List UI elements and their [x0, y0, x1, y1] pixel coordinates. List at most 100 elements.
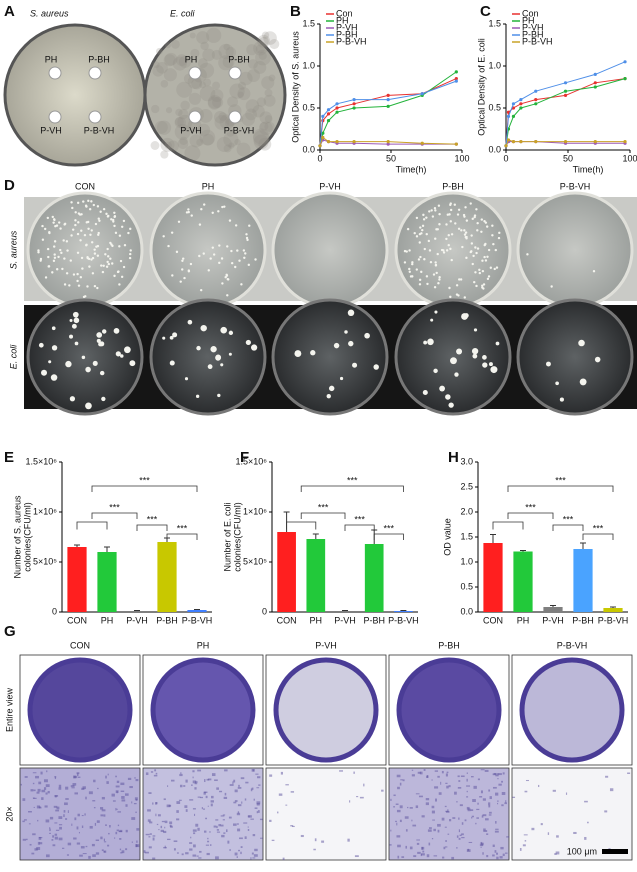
- speck: [39, 807, 42, 809]
- speck: [192, 854, 197, 857]
- speck: [34, 848, 38, 851]
- speck: [353, 771, 355, 774]
- x-tick-label: 100: [454, 153, 469, 163]
- well-label: P-BH: [228, 54, 250, 64]
- speck: [164, 826, 166, 829]
- texture: [239, 71, 253, 86]
- colony: [85, 402, 92, 410]
- colony: [175, 250, 179, 254]
- speck: [71, 823, 73, 826]
- series-line: [505, 78, 626, 146]
- significance-label: ***: [563, 514, 574, 524]
- speck: [467, 848, 470, 851]
- colony: [498, 231, 501, 235]
- speck: [26, 838, 28, 841]
- colony: [559, 397, 564, 402]
- speck: [47, 790, 50, 794]
- texture: [179, 136, 188, 146]
- speck: [442, 856, 445, 859]
- colony: [480, 230, 483, 234]
- speck: [314, 838, 317, 842]
- colony: [185, 211, 189, 214]
- speck: [65, 786, 69, 790]
- speck: [454, 791, 457, 795]
- significance-label: ***: [318, 502, 329, 512]
- colony: [65, 272, 69, 275]
- speck: [524, 790, 528, 793]
- colony: [80, 213, 83, 216]
- speck: [160, 829, 164, 833]
- plate: [394, 191, 512, 309]
- colony: [202, 252, 205, 255]
- speck: [189, 799, 194, 801]
- colony: [457, 227, 461, 231]
- colony: [465, 235, 468, 239]
- speck: [238, 784, 240, 787]
- speck: [416, 842, 420, 845]
- colony: [449, 208, 453, 212]
- speck: [33, 806, 35, 808]
- speck: [218, 824, 222, 827]
- colony: [76, 272, 79, 276]
- speck: [256, 811, 258, 814]
- speck: [197, 796, 201, 798]
- micrograph: [265, 767, 387, 861]
- colony: [207, 364, 213, 370]
- x-tick-label: P-B-VH: [598, 615, 629, 625]
- significance-label: ***: [354, 514, 365, 524]
- speck: [32, 833, 36, 836]
- point: [386, 93, 390, 97]
- speck: [179, 784, 183, 788]
- speck: [397, 844, 401, 848]
- speck: [155, 813, 157, 817]
- speck: [443, 846, 446, 850]
- speck: [65, 818, 68, 820]
- point: [563, 81, 568, 85]
- colony: [169, 335, 174, 340]
- colony: [74, 219, 77, 222]
- colony: [215, 355, 221, 361]
- colony: [117, 270, 120, 273]
- significance-bracket: [507, 512, 554, 519]
- y-tick-label: 1.5×10⁶: [26, 456, 58, 466]
- speck: [417, 851, 421, 854]
- speck: [347, 838, 350, 842]
- speck: [255, 773, 259, 775]
- plate: [394, 298, 512, 416]
- colony: [72, 273, 76, 276]
- colony: [429, 260, 433, 264]
- point: [563, 140, 568, 144]
- colony: [52, 218, 56, 221]
- colony: [63, 257, 66, 260]
- speck: [446, 771, 449, 774]
- speck: [77, 813, 80, 817]
- speck: [221, 834, 225, 838]
- colony: [437, 282, 440, 285]
- colony: [118, 283, 121, 286]
- texture: [259, 121, 269, 131]
- colony: [418, 278, 422, 282]
- x-tick-label: 50: [386, 153, 396, 163]
- speck: [363, 783, 365, 787]
- speck: [85, 796, 87, 800]
- texture: [268, 74, 276, 82]
- speck: [36, 791, 40, 794]
- speck: [396, 774, 401, 778]
- y-tick-label: 1×10⁶: [243, 506, 267, 516]
- speck: [70, 785, 75, 788]
- colony: [101, 270, 105, 274]
- speck: [438, 792, 442, 795]
- colony: [183, 276, 186, 280]
- legend-label: PH: [336, 15, 349, 25]
- significance-label: ***: [177, 523, 188, 533]
- speck: [456, 847, 458, 849]
- speck: [461, 836, 465, 839]
- y-axis-label: OD value: [442, 518, 452, 556]
- colony: [47, 265, 51, 268]
- speck: [482, 798, 486, 801]
- micrograph: [388, 767, 510, 861]
- speck: [93, 779, 96, 783]
- colony: [187, 270, 191, 273]
- colony: [546, 361, 551, 367]
- colony: [187, 208, 190, 211]
